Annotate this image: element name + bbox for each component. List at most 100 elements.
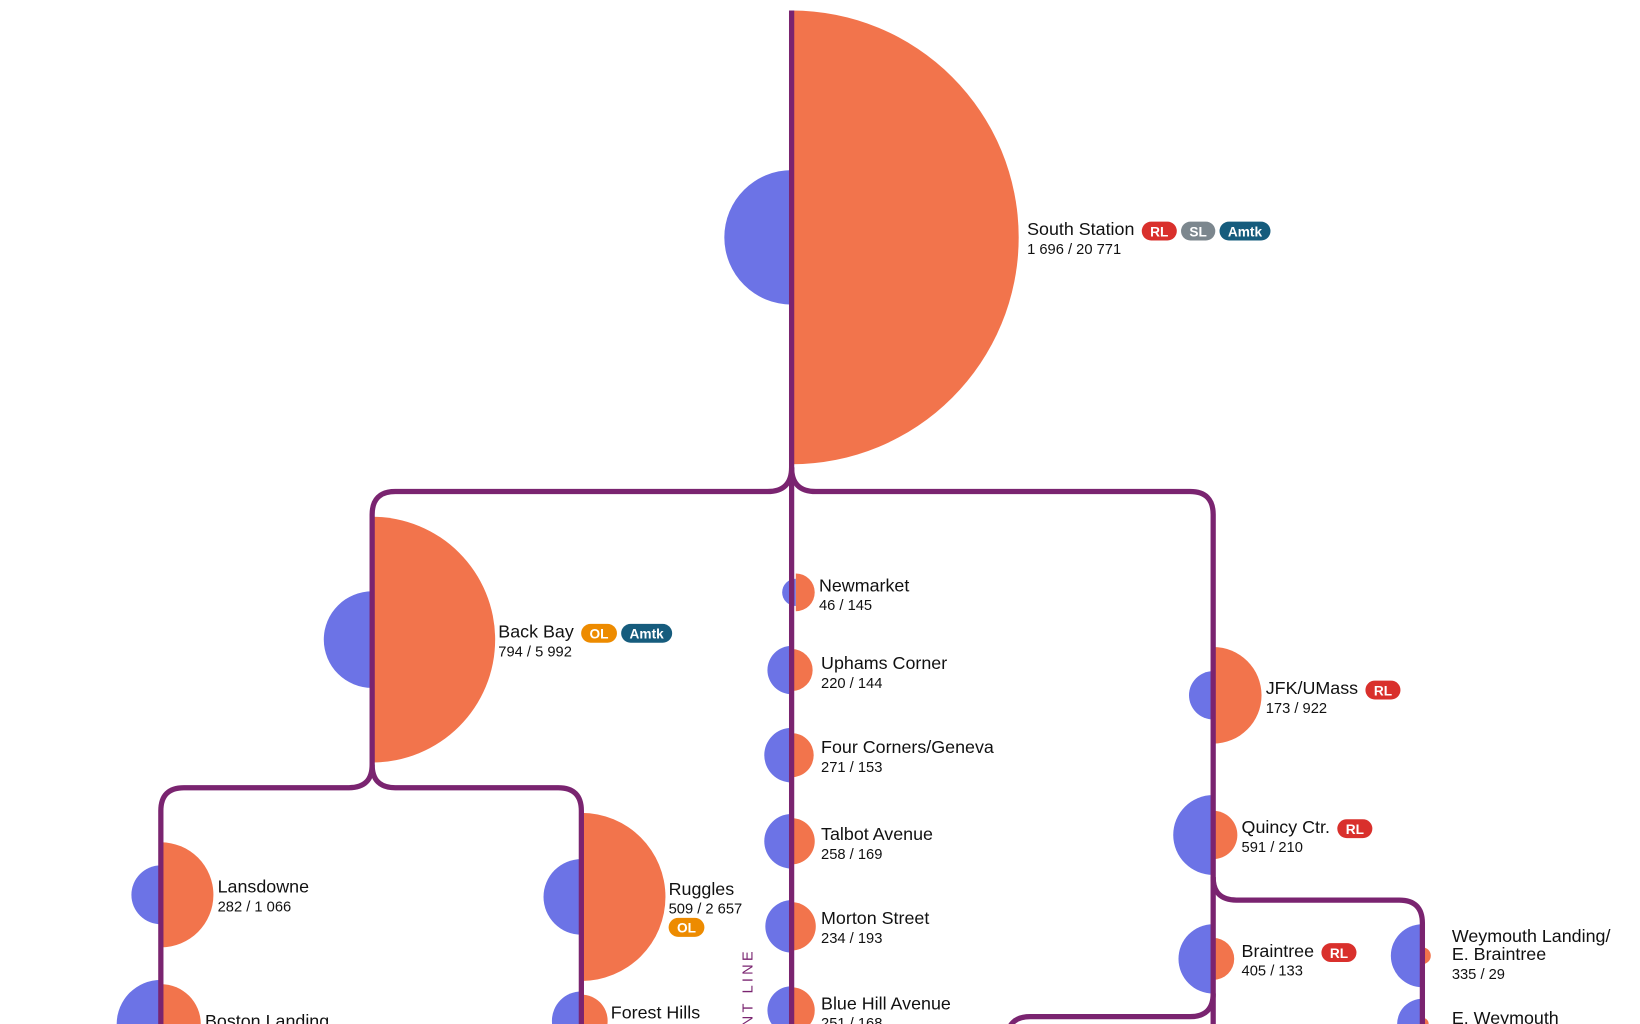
badge-text: RL (1346, 822, 1364, 837)
weymouth-branch (1210, 876, 1426, 1024)
outbound-half (791, 818, 815, 865)
station-name: Uphams Corner (821, 653, 947, 673)
inbound-half (543, 859, 582, 935)
station-name: JFK/UMass (1266, 678, 1358, 698)
inbound-half (764, 727, 792, 783)
badge-pill (581, 623, 617, 643)
outbound-half (795, 573, 815, 612)
inbound-half (552, 991, 582, 1024)
station-circles (116, 10, 1431, 1024)
right-branch (788, 467, 1216, 1024)
station-stats: 1 696 / 20 771 (1027, 242, 1121, 258)
station-name: Newmarket (819, 575, 909, 595)
station-stats: 173 / 922 (1266, 701, 1327, 717)
station-name: Forest Hills (611, 1003, 700, 1023)
badge-pill (621, 623, 673, 643)
outbound-half (791, 987, 815, 1024)
line-badge: RL (1141, 221, 1177, 241)
station-labels: South Station 1 696 / 20 771 RL SL Amtk Back … (205, 219, 1610, 1024)
inbound-half (1189, 671, 1214, 720)
left-branch (158, 467, 795, 1024)
station-stats: 794 / 5 992 (498, 644, 572, 660)
inbound-half (1390, 924, 1423, 988)
badge-pill (668, 917, 705, 937)
outbound-half (581, 812, 666, 981)
badge-pill (1181, 221, 1216, 241)
line-badge: Amtk (621, 623, 673, 643)
badge-text: SL (1189, 224, 1206, 239)
outbound-half (1213, 646, 1262, 744)
station-name: South Station (1027, 219, 1134, 239)
badge-text: Amtk (630, 627, 665, 642)
station-name: Morton Street (821, 908, 929, 928)
station-stats: 251 / 168 (821, 1016, 882, 1024)
badge-text: OL (677, 921, 696, 936)
outbound-half (791, 902, 816, 951)
inbound-half (767, 986, 792, 1024)
station-name: Lansdowne (218, 877, 309, 897)
bottom-branch (1008, 993, 1216, 1024)
station-name: Talbot Avenue (821, 824, 933, 844)
station-name: Ruggles (669, 879, 735, 899)
line-label: NT LINE (741, 948, 757, 1024)
inbound-half (1173, 795, 1214, 875)
line-badge: SL (1181, 221, 1216, 241)
badge-pill (1141, 221, 1177, 241)
outbound-half (1213, 937, 1235, 980)
line-badge: OL (581, 623, 617, 643)
station-name: Four Corners/Geneva (821, 737, 994, 757)
station-stats: 405 / 133 (1242, 964, 1303, 980)
inbound-half (131, 865, 161, 925)
line-badge: Amtk (1219, 221, 1271, 241)
station-name: Quincy Ctr. (1242, 817, 1330, 837)
station-stats: 46 / 145 (819, 598, 872, 614)
line-badge: RL (1365, 680, 1401, 700)
line-badge: RL (1321, 943, 1357, 963)
station-name: Braintree (1242, 941, 1315, 961)
badge-pill (1219, 221, 1271, 241)
line-badge: RL (1337, 819, 1373, 839)
station-name: E. Braintree (1452, 944, 1546, 964)
inbound-half (1178, 924, 1214, 994)
inbound-half (323, 591, 373, 688)
station-stats: 220 / 144 (821, 676, 882, 692)
outbound-half (791, 649, 813, 692)
route-lines (158, 10, 1426, 1024)
outbound-half (791, 733, 814, 778)
inbound-half (116, 979, 161, 1024)
outbound-half (581, 994, 608, 1024)
station-stats: 282 / 1 066 (218, 900, 292, 916)
station-name: Blue Hill Avenue (821, 993, 951, 1013)
outbound-half (160, 842, 214, 948)
station-stats: 271 / 153 (821, 760, 882, 776)
outbound-half (1213, 810, 1238, 860)
badge-text: OL (590, 627, 609, 642)
badge-text: Amtk (1228, 224, 1263, 239)
station-stats: 258 / 169 (821, 847, 882, 863)
badge-text: RL (1150, 224, 1168, 239)
station-name: Back Bay (498, 622, 574, 642)
line-badge: OL (668, 917, 705, 937)
station-name: Weymouth Landing/ (1452, 926, 1611, 946)
badge-pill (1321, 943, 1357, 963)
station-name: Boston Landing (205, 1011, 329, 1024)
outbound-half (791, 10, 1019, 465)
station-stats: 509 / 2 657 (669, 902, 743, 918)
badge-pill (1337, 819, 1373, 839)
station-stats: 234 / 193 (821, 931, 882, 947)
inbound-half (764, 813, 792, 869)
station-stats: 591 / 210 (1242, 840, 1303, 856)
ruggles-branch (369, 764, 584, 1024)
badge-pill (1365, 680, 1401, 700)
station-stats: 335 / 29 (1452, 967, 1505, 983)
outbound-half (160, 984, 201, 1024)
outbound-half (372, 516, 496, 763)
badge-text: RL (1374, 683, 1392, 698)
inbound-half (724, 170, 792, 305)
badge-text: RL (1330, 946, 1348, 961)
inbound-half (1397, 998, 1423, 1024)
inbound-half (765, 900, 792, 953)
inbound-half (767, 645, 792, 695)
station-name: E. Weymouth (1452, 1008, 1559, 1024)
